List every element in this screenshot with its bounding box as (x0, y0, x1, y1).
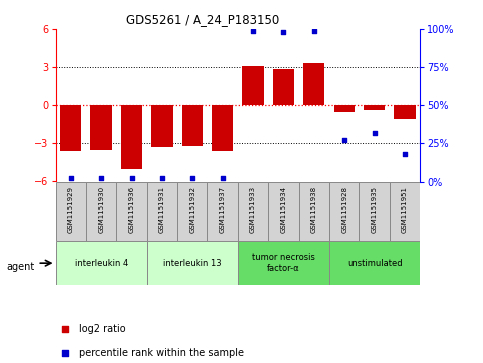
Bar (56, 241, 147, 285)
Text: GSM1151930: GSM1151930 (98, 186, 104, 233)
Bar (151, 105, 172, 147)
Bar (238, 182, 268, 241)
Bar (90, 105, 112, 150)
Point (249, 28, 257, 33)
Text: GSM1151935: GSM1151935 (371, 186, 378, 233)
Bar (298, 182, 329, 241)
Point (371, 130, 379, 136)
Text: GSM1151951: GSM1151951 (402, 186, 408, 233)
Bar (364, 105, 385, 110)
Point (188, 176, 196, 182)
Point (341, 138, 348, 143)
Text: GSM1151937: GSM1151937 (220, 186, 226, 233)
Text: GSM1151928: GSM1151928 (341, 186, 347, 233)
Bar (268, 182, 298, 241)
Bar (238, 241, 329, 285)
Point (280, 29, 287, 35)
Text: GSM1151932: GSM1151932 (189, 186, 195, 233)
Text: unstimulated: unstimulated (347, 259, 402, 268)
Bar (147, 182, 177, 241)
Bar (56, 182, 86, 241)
Bar (147, 241, 238, 285)
Bar (273, 69, 294, 105)
Point (317, 242, 325, 248)
Point (317, 28, 325, 33)
Text: GSM1151929: GSM1151929 (68, 186, 74, 233)
Text: GSM1151933: GSM1151933 (250, 186, 256, 233)
Text: agent: agent (6, 262, 34, 272)
Text: GSM1151931: GSM1151931 (159, 186, 165, 233)
Text: interleukin 13: interleukin 13 (163, 259, 222, 268)
Bar (334, 105, 355, 111)
Text: GSM1151936: GSM1151936 (128, 186, 135, 233)
Point (401, 151, 409, 157)
Text: GSM1151934: GSM1151934 (281, 186, 286, 233)
Point (128, 176, 135, 182)
Text: GDS5261 / A_24_P183150: GDS5261 / A_24_P183150 (126, 13, 280, 26)
Bar (60, 105, 81, 151)
Text: interleukin 4: interleukin 4 (74, 259, 128, 268)
Bar (359, 182, 390, 241)
Bar (395, 105, 416, 119)
Bar (329, 182, 359, 241)
Bar (329, 241, 420, 285)
Bar (177, 182, 208, 241)
Bar (182, 105, 203, 146)
Text: log2 ratio: log2 ratio (79, 324, 126, 334)
Point (67, 176, 74, 182)
Text: tumor necrosis
factor-α: tumor necrosis factor-α (252, 253, 315, 273)
Text: percentile rank within the sample: percentile rank within the sample (79, 348, 244, 358)
Bar (86, 182, 116, 241)
Bar (303, 63, 325, 105)
Bar (242, 66, 264, 105)
Bar (121, 105, 142, 169)
Bar (390, 182, 420, 241)
Text: GSM1151938: GSM1151938 (311, 186, 317, 233)
Bar (212, 105, 233, 151)
Bar (116, 182, 147, 241)
Bar (208, 182, 238, 241)
Point (310, 28, 318, 33)
Point (97, 176, 105, 182)
Point (219, 176, 227, 182)
Point (158, 176, 166, 182)
